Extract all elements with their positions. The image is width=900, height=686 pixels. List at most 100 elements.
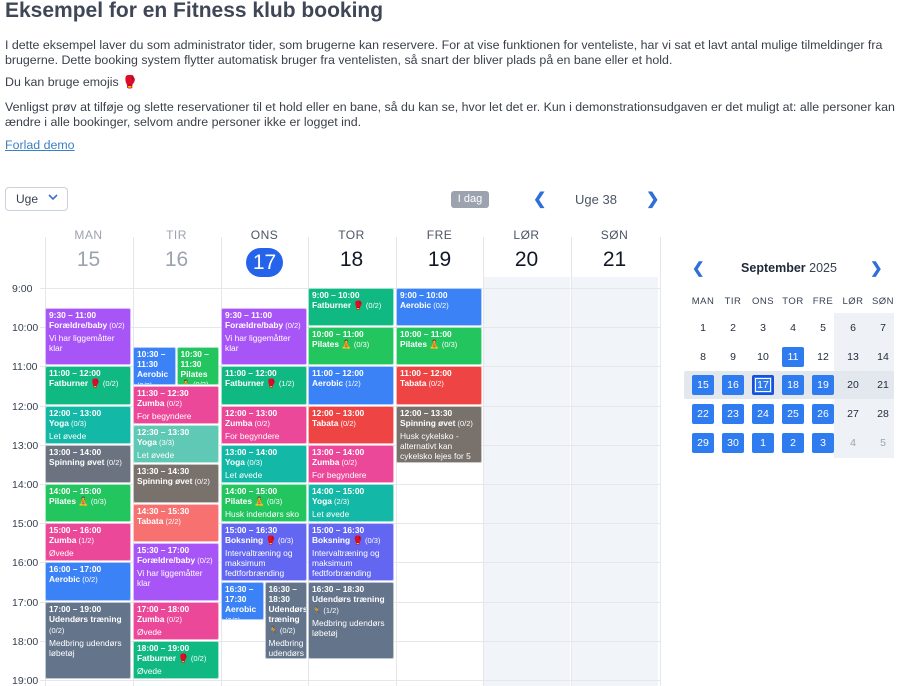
event-block[interactable]: 16:30 – 18:30 Udendørs træning 🏃 (1/2) Med… [308, 582, 394, 660]
event-block[interactable]: 17:00 – 18:00 Zumba (0/2) Øvede [133, 601, 219, 640]
mini-day[interactable]: 23 [722, 404, 744, 425]
event-block[interactable]: 16:00 – 17:00 Aerobic (0/2) [45, 562, 131, 601]
event-block[interactable]: 13:00 – 14:00 Spinning øvet (0/2) [45, 444, 131, 483]
mini-day[interactable]: 5 [880, 436, 886, 449]
mini-day[interactable]: 6 [850, 322, 856, 334]
mini-day[interactable]: 19 [812, 375, 834, 396]
event-block[interactable]: 12:00 – 13:00 Tabata (0/2) [308, 405, 394, 444]
event-block[interactable]: 9:30 – 11:00 Forældre/baby (0/2) Vi har li… [45, 307, 131, 366]
mini-day[interactable]: 2 [730, 322, 736, 334]
event-block[interactable]: 11:00 – 12:00 Fatburner 🥊 (1/2) [221, 366, 307, 405]
mini-day[interactable]: 8 [700, 350, 706, 363]
event-time: 16:30 – 18:30 [268, 584, 297, 604]
mini-day[interactable]: 20 [847, 379, 859, 392]
mini-next-month-icon[interactable]: ❯ [870, 260, 883, 277]
mini-day[interactable]: 17 [752, 375, 774, 396]
event-block[interactable]: 11:30 – 12:30 Zumba (0/2) For begyndere [133, 386, 219, 425]
event-block[interactable]: 11:00 – 12:00 Aerobic (1/2) [308, 366, 394, 405]
mini-day[interactable]: 21 [877, 379, 889, 392]
day-header-man[interactable]: MAN 15 [45, 228, 132, 272]
mini-day[interactable]: 3 [812, 432, 834, 453]
event-description: Øvede [49, 548, 74, 559]
event-name: Yoga [225, 456, 245, 467]
event-block[interactable]: 13:00 – 14:00 Zumba (0/2) For begyndere [308, 444, 394, 483]
mini-day[interactable]: 18 [782, 375, 804, 396]
day-header-fre[interactable]: FRE 19 [396, 228, 483, 272]
event-block[interactable]: 15:00 – 16:30 Boksning 🥊 (0/3) Intervaltræ… [221, 523, 307, 581]
event-block[interactable]: 13:00 – 14:00 Yoga (0/3) Let øvede [221, 444, 307, 483]
mini-day[interactable]: 14 [877, 350, 889, 363]
day-header-lør[interactable]: LØR 20 [483, 228, 570, 272]
event-block[interactable]: 15:00 – 16:30 Boksning 🥊 (0/3) Intervaltræ… [308, 523, 394, 581]
event-time: 11:30 – 12:30 [137, 388, 189, 398]
mini-day[interactable]: 9 [730, 350, 736, 363]
mini-day[interactable]: 15 [692, 375, 714, 396]
today-button[interactable]: I dag [451, 191, 489, 208]
event-block[interactable]: 14:00 – 15:00 Pilates 🧘 (0/3) [45, 484, 131, 523]
event-block[interactable]: 14:30 – 15:30 Tabata (2/2) [133, 503, 219, 542]
leave-demo-link[interactable]: Forlad demo [5, 138, 75, 152]
mini-day[interactable]: 30 [722, 432, 744, 453]
event-time: 14:00 – 15:00 [312, 486, 365, 496]
day-header-ons[interactable]: ONS 17 [221, 228, 308, 277]
mini-day[interactable]: 4 [850, 436, 856, 449]
event-block[interactable]: 14:00 – 15:00 Pilates 🧘 (0/3) Husk indendø… [221, 484, 307, 523]
prev-week-icon[interactable]: ❮ [533, 191, 547, 208]
event-time: 16:30 – 18:30 [312, 584, 365, 594]
event-block[interactable]: 17:00 – 19:00 Udendørs træning (0/2) Medbr… [45, 601, 131, 679]
event-block[interactable]: 9:30 – 11:00 Forældre/baby (0/2) Vi har li… [221, 307, 307, 366]
event-block[interactable]: 14:00 – 15:00 Yoga (2/3) Let øvede [308, 484, 394, 523]
event-count: (0/2) [195, 555, 213, 565]
mini-day[interactable]: 13 [847, 350, 859, 363]
mini-day[interactable]: 10 [757, 350, 769, 363]
mini-day[interactable]: 7 [880, 322, 886, 334]
event-count: (0/2) [137, 381, 152, 384]
week-grid[interactable]: 9:00 10:00 11:00 12:00 13:00 14:00 15:00 16:00 1… [0, 237, 661, 686]
mini-day[interactable]: 25 [782, 404, 804, 425]
event-block[interactable]: 9:00 – 10:00 Aerobic (0/2) [396, 288, 482, 327]
day-header-tir[interactable]: TIR 16 [133, 228, 220, 272]
event-time: 12:00 – 13:00 [49, 407, 102, 418]
mini-day[interactable]: 3 [760, 322, 766, 334]
mini-day[interactable]: 28 [877, 408, 889, 421]
event-block[interactable]: 15:00 – 16:00 Zumba (1/2) Øvede [45, 523, 131, 562]
mini-day[interactable]: 2 [782, 432, 804, 453]
event-description: Let øvede [49, 430, 87, 441]
event-block[interactable]: 12:30 – 13:30 Yoga (3/3) Let øvede [133, 425, 219, 464]
mini-day[interactable]: 26 [812, 404, 834, 425]
event-block[interactable]: 11:00 – 12:00 Fatburner 🥊 (0/2) [45, 366, 131, 405]
mini-day[interactable]: 11 [782, 346, 804, 367]
event-block[interactable]: 16:30 – 18:30 Udendørs træning 🏃 (0/2) Med… [264, 582, 307, 660]
mini-day[interactable]: 5 [820, 322, 826, 334]
event-block[interactable]: 12:00 – 13:30 Spinning øvet (0/2) Husk cyk… [396, 405, 482, 464]
day-header-tor[interactable]: TOR 18 [308, 228, 395, 272]
event-block[interactable]: 13:30 – 14:30 Spinning øvet (0/2) [133, 464, 219, 503]
event-block[interactable]: 18:00 – 19:00 Fatburner 🥊 (0/2) Øvede [133, 640, 219, 679]
event-block[interactable]: 10:00 – 11:00 Pilates 🧘 (0/3) [396, 327, 482, 366]
mini-day[interactable]: 1 [752, 432, 774, 453]
event-block[interactable]: 15:30 – 17:00 Forældre/baby (0/2) Vi har l… [133, 542, 219, 601]
event-block[interactable]: 10:30 – 11:30 Pilates 🧘 (0/3) [176, 346, 219, 385]
event-block[interactable]: 10:00 – 11:00 Pilates 🧘 (0/3) [308, 327, 394, 366]
mini-day[interactable]: 4 [790, 322, 796, 334]
event-time: 17:00 – 19:00 [49, 603, 102, 614]
mini-day[interactable]: 24 [752, 404, 774, 425]
mini-day[interactable]: 1 [700, 322, 706, 334]
mini-prev-month-icon[interactable]: ❮ [692, 260, 705, 277]
day-header-søn[interactable]: SØN 21 [571, 228, 658, 272]
mini-day[interactable]: 27 [847, 408, 859, 421]
event-block[interactable]: 9:00 – 10:00 Fatburner 🥊 (0/2) [308, 288, 394, 327]
view-select[interactable]: Uge [5, 187, 68, 211]
mini-day[interactable]: 22 [692, 404, 714, 425]
mini-day[interactable]: 29 [692, 432, 714, 453]
mini-day[interactable]: 12 [817, 350, 829, 363]
event-block[interactable]: 12:00 – 13:00 Zumba (0/2) For begyndere [221, 405, 307, 444]
event-block[interactable]: 11:00 – 12:00 Tabata (0/2) [396, 366, 482, 405]
day-divider [660, 237, 661, 686]
next-week-icon[interactable]: ❯ [646, 191, 660, 208]
event-block[interactable]: 12:00 – 13:00 Yoga (0/3) Let øvede [45, 405, 131, 444]
event-name: Pilates 🧘 [312, 339, 352, 350]
mini-day[interactable]: 16 [722, 375, 744, 396]
